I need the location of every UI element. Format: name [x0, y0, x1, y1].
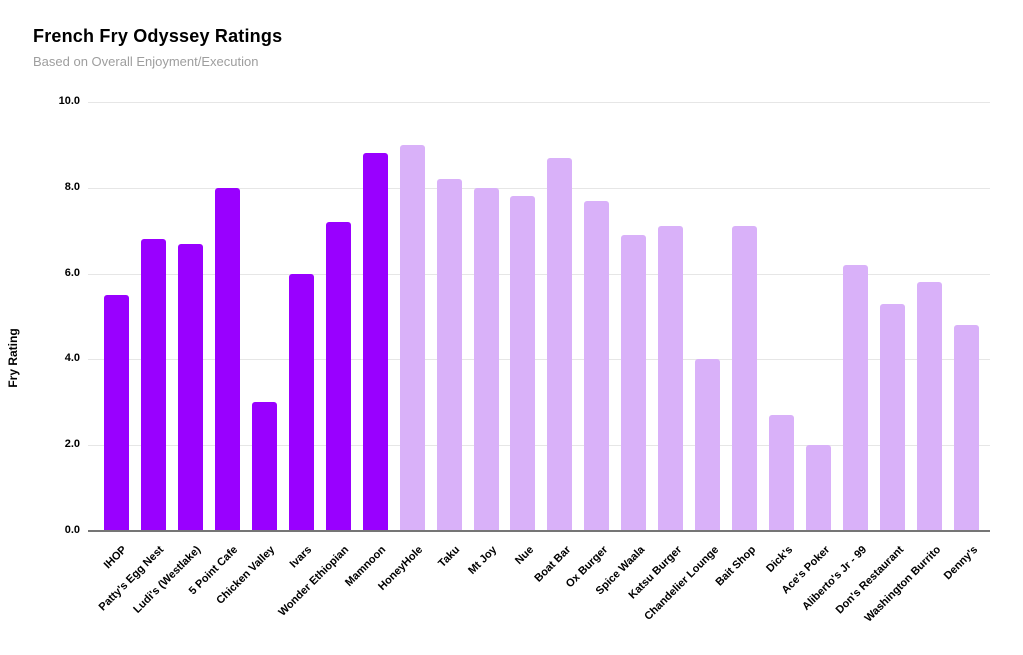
bar-wonder-ethiopian[interactable]: [325, 222, 351, 531]
gridline: [88, 102, 990, 103]
bar-ihop[interactable]: [103, 295, 129, 531]
y-axis-title: Fry Rating: [6, 328, 20, 388]
bar-bait-shop[interactable]: [732, 226, 758, 531]
bar-taku[interactable]: [436, 179, 462, 531]
bar-mamnoon[interactable]: [362, 153, 388, 531]
x-axis-line: [88, 530, 990, 532]
bar-slot: [172, 102, 209, 531]
gridline: [88, 359, 990, 361]
bar-boat-bar[interactable]: [547, 158, 573, 531]
bar-ludi-s-westlake[interactable]: [177, 244, 203, 531]
bar-don-s-restaurant[interactable]: [879, 304, 905, 531]
bar-slot: [615, 102, 652, 531]
bar-slot: [911, 102, 948, 531]
gridline: [88, 445, 990, 447]
bar-5-point-cafe[interactable]: [214, 188, 240, 531]
bar-mt-joy[interactable]: [473, 188, 499, 531]
plot-area: [98, 102, 985, 531]
bar-ace-s-poker[interactable]: [806, 445, 832, 531]
bar-slot: [948, 102, 985, 531]
bar-denny-s[interactable]: [953, 325, 979, 531]
bar-slot: [320, 102, 357, 531]
bar-slot: [135, 102, 172, 531]
bar-slot: [246, 102, 283, 531]
bar-ivars[interactable]: [288, 274, 314, 531]
bar-patty-s-egg-nest[interactable]: [140, 239, 166, 531]
bar-slot: [763, 102, 800, 531]
bar-slot: [209, 102, 246, 531]
bar-slot: [468, 102, 505, 531]
bar-slot: [578, 102, 615, 531]
bar-slot: [837, 102, 874, 531]
bar-slot: [689, 102, 726, 531]
bar-washington-burrito[interactable]: [916, 282, 942, 531]
bar-slot: [394, 102, 431, 531]
bar-slot: [541, 102, 578, 531]
bar-chandelier-lounge[interactable]: [695, 359, 721, 531]
y-tick-label: 2.0: [64, 438, 80, 451]
y-tick-label: 8.0: [64, 180, 80, 193]
y-tick-label: 6.0: [64, 266, 80, 279]
bar-slot: [98, 102, 135, 531]
bar-honeyhole[interactable]: [399, 145, 425, 531]
gridline: [88, 273, 990, 275]
bar-slot: [726, 102, 763, 531]
bar-slot: [504, 102, 541, 531]
bar-slot: [800, 102, 837, 531]
bar-slot: [431, 102, 468, 531]
bar-spice-waala[interactable]: [621, 235, 647, 531]
chart-subtitle: Based on Overall Enjoyment/Execution: [33, 54, 259, 69]
bar-slot: [652, 102, 689, 531]
bar-dick-s[interactable]: [769, 415, 795, 531]
bar-chicken-valley[interactable]: [251, 402, 277, 531]
bar-slot: [283, 102, 320, 531]
y-tick-label: 10.0: [58, 95, 80, 107]
bar-aliberto-s-jr-99[interactable]: [843, 265, 869, 531]
chart-title: French Fry Odyssey Ratings: [33, 26, 283, 46]
gridline: [88, 187, 990, 189]
bar-slot: [357, 102, 394, 531]
bar-nue[interactable]: [510, 196, 536, 531]
bar-ox-burger[interactable]: [584, 201, 610, 531]
y-tick-label: 0.0: [64, 524, 80, 536]
bar-katsu-burger[interactable]: [658, 226, 684, 531]
bar-slot: [874, 102, 911, 531]
y-tick-label: 4.0: [64, 352, 80, 365]
